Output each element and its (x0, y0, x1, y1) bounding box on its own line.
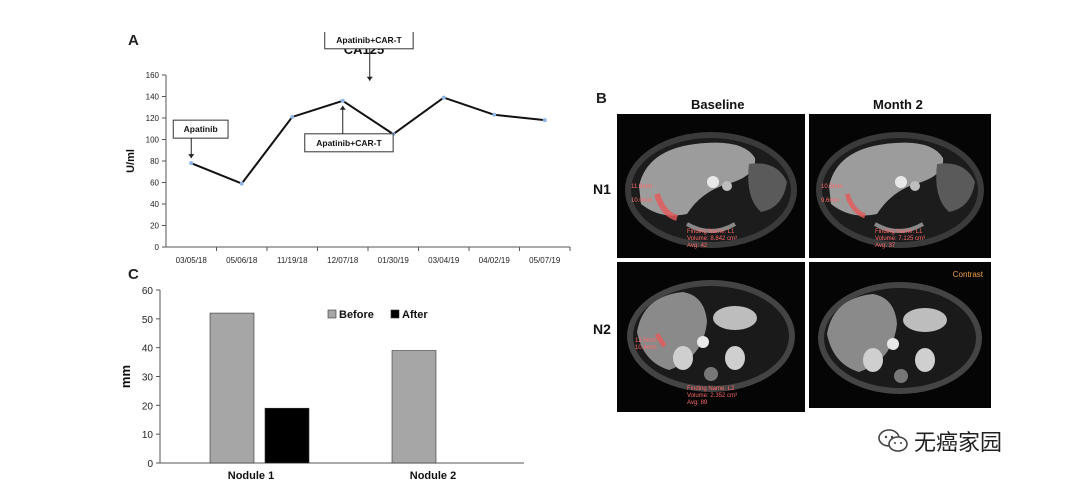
chart-a-annotation-box (324, 32, 414, 50)
chart-a-x-tick-label: 05/07/19 (529, 256, 561, 265)
panel-label-c: C (128, 266, 139, 283)
watermark: 无癌家园 (878, 426, 1002, 456)
chart-a-x-tick-label: 04/02/19 (479, 256, 511, 265)
chart-c-bar (209, 312, 255, 464)
chart-c-legend-label: Before (339, 309, 374, 321)
chart-c-legend-swatch (327, 309, 337, 319)
chart-c-legend-swatch (390, 309, 400, 319)
chart-a-y-tick-label: 140 (146, 93, 160, 102)
n1-baseline-finding: Finding Name: L1 Volume: 8.842 cm³ Avg: … (687, 229, 738, 249)
column-title-baseline: Baseline (691, 97, 745, 112)
n2-baseline-measure: 12.5mm 10.4mm (635, 338, 657, 351)
chart-a-y-tick-label: 100 (146, 136, 160, 145)
chart-c-legend-label: After (402, 309, 428, 321)
chart-a-y-tick-label: 80 (150, 157, 159, 166)
chart-a-x-tick-label: 12/07/18 (327, 256, 359, 265)
n1-month2-measure: 10.5mm 9.6mm (821, 184, 843, 204)
chart-a-data-point (290, 114, 295, 119)
chart-c-y-tick-label: 10 (142, 430, 154, 441)
n1-baseline-measure: 11.9mm 10.0mm (631, 184, 653, 204)
scan-n2-baseline: 12.5mm 10.4mm Finding Name: L2 Volume: 2… (617, 262, 805, 412)
chart-a-data-point (340, 98, 345, 103)
chart-a-annotation-label: Apatinib+CAR-T (336, 35, 402, 45)
chart-c-y-tick-label: 50 (142, 315, 154, 326)
n1-month2-finding: Finding Name: L1 Volume: 7.125 cm³ Avg: … (875, 229, 926, 249)
chart-a-x-tick-label: 03/05/18 (176, 256, 208, 265)
chart-a-y-tick-label: 160 (146, 71, 160, 80)
chart-a-y-tick-label: 20 (150, 222, 159, 231)
panel-label-a: A (128, 32, 139, 49)
chart-a-annotation-arrowhead (366, 76, 373, 81)
chart-a-y-tick-label: 120 (146, 114, 160, 123)
chart-a-y-tick-label: 0 (155, 243, 160, 252)
chart-a-annotation-box (172, 119, 229, 139)
scan-n1-baseline: 11.9mm 10.0mm Finding Name: L1 Volume: 8… (617, 114, 805, 258)
chart-a-data-point (441, 95, 446, 100)
chart-c-bar (264, 407, 310, 464)
nodule-bar-chart: mm 0 10 20 30 40 50 60 Nodule 1 Nodule 2 Before Aft… (118, 286, 524, 482)
chart-c-x-tick-label: Nodule 2 (410, 470, 456, 482)
chart-a-data-point (189, 161, 194, 166)
chart-a-y-tick-label: 60 (150, 179, 159, 188)
contrast-label: Contrast (952, 270, 983, 279)
chart-a-x-tick-label: 03/04/19 (428, 256, 460, 265)
watermark-text: 无癌家园 (914, 431, 1003, 456)
chart-a-y-tick-label: 40 (150, 200, 159, 209)
row-label-n2: N2 (593, 321, 611, 337)
chart-a-annotation-box (304, 133, 394, 153)
n2-baseline-finding: Finding Name: L2 Volume: 2.352 cm³ Avg: … (687, 386, 738, 406)
chart-c-y-tick-label: 30 (142, 373, 154, 384)
chart-a-series-line (190, 96, 545, 185)
chart-c-ylabel: mm (118, 365, 133, 388)
chart-c-y-tick-label: 40 (142, 344, 154, 355)
chart-c-bar (391, 350, 437, 464)
chart-c-y-tick-label: 0 (147, 459, 153, 470)
row-label-n1: N1 (593, 181, 611, 197)
scan-n2-month2: Contrast (809, 262, 991, 408)
chart-a-ylabel: U/ml (125, 149, 137, 173)
chart-a-annotation-label: Apatinib (184, 124, 218, 134)
scan-n1-month2: 10.5mm 9.6mm Finding Name: L1 Volume: 7.… (809, 114, 991, 258)
chart-c-y-tick-label: 60 (142, 286, 154, 297)
chart-a-annotation-arrowhead (339, 105, 346, 110)
wechat-icon (878, 429, 908, 452)
chart-a-data-point (239, 181, 244, 186)
column-title-month2: Month 2 (873, 97, 923, 112)
chart-a-annotation-label: Apatinib+CAR-T (316, 138, 382, 148)
chart-a-data-point (542, 118, 547, 123)
chart-a-annotation-arrowhead (188, 154, 195, 159)
chart-a-x-tick-label: 01/30/19 (378, 256, 410, 265)
chart-c-x-tick-label: Nodule 1 (228, 470, 274, 482)
panel-label-b: B (596, 90, 607, 107)
scan-panel: Baseline Month 2 N1 N2 11.9mm 10.0mm Fin… (580, 85, 1020, 415)
chart-a-x-tick-label: 05/06/18 (226, 256, 258, 265)
chart-c-y-tick-label: 20 (142, 401, 154, 412)
chart-a-x-tick-label: 11/19/18 (277, 256, 308, 265)
chart-a-data-point (492, 112, 497, 117)
